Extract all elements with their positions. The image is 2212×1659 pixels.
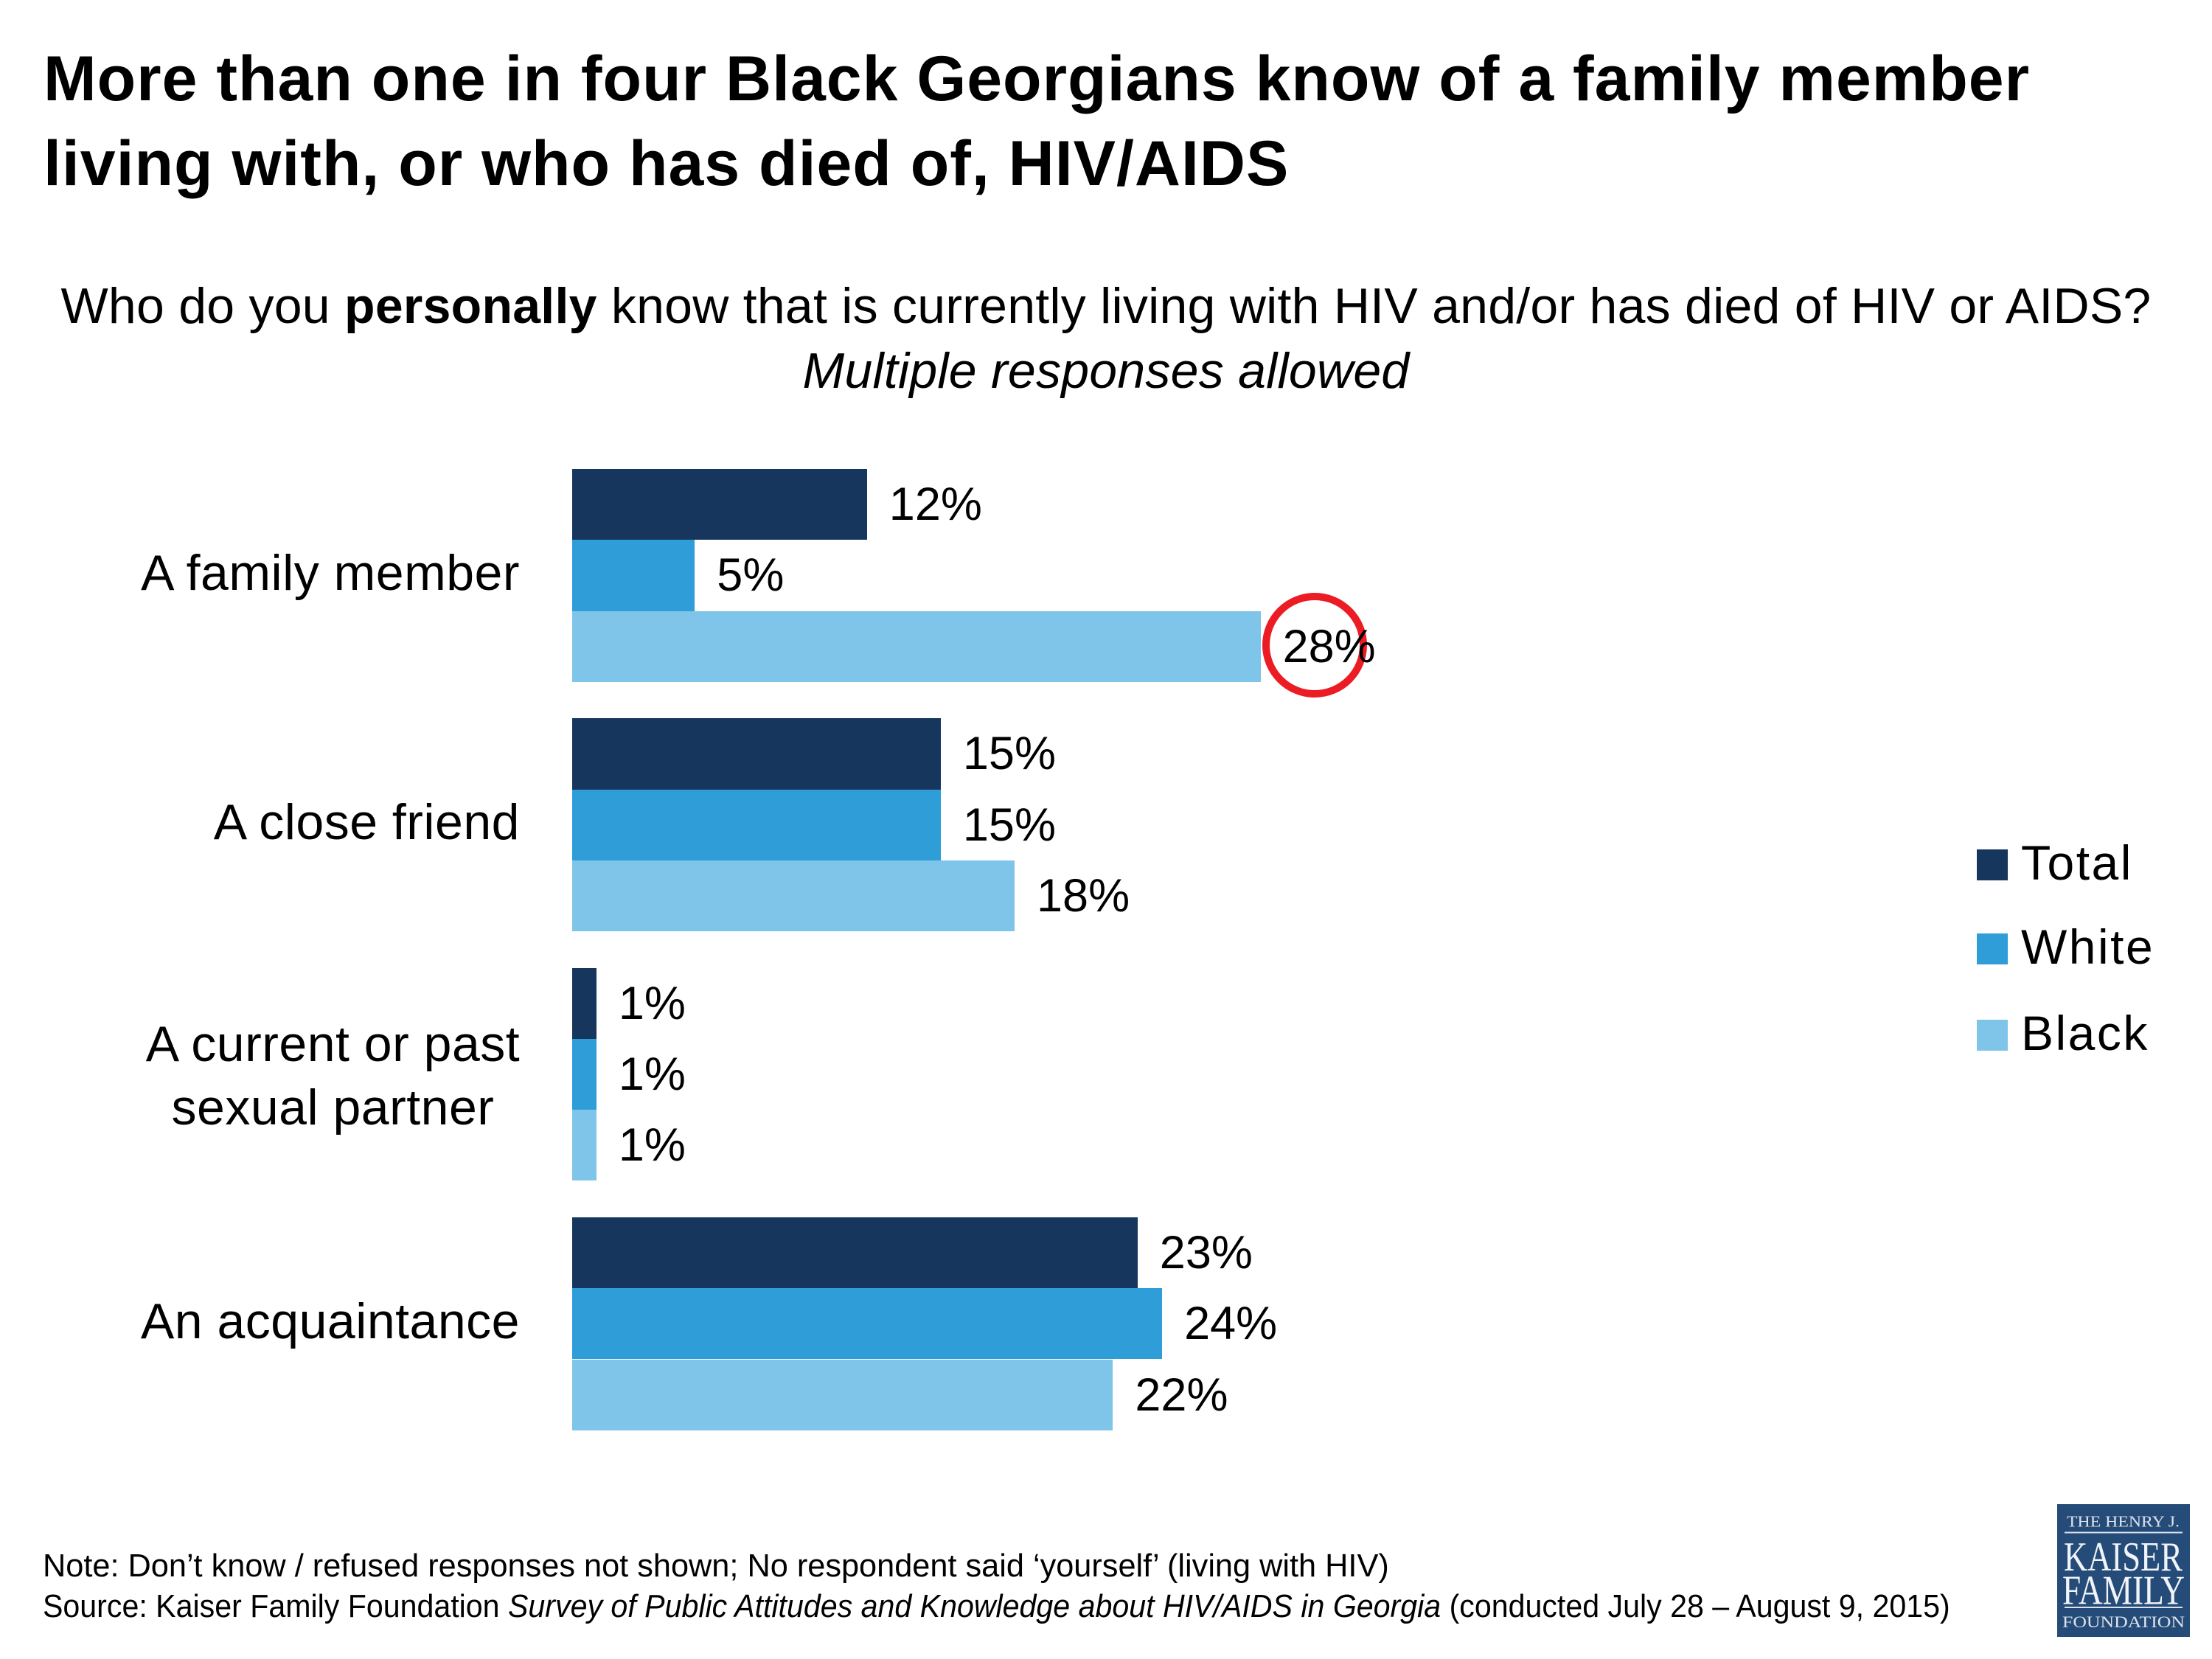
svg-text:FOUNDATION: FOUNDATION xyxy=(2062,1613,2185,1631)
svg-text:FAMILY: FAMILY xyxy=(2062,1568,2185,1613)
svg-text:KAISER: KAISER xyxy=(2064,1534,2183,1580)
svg-text:THE HENRY J.: THE HENRY J. xyxy=(2067,1513,2180,1531)
